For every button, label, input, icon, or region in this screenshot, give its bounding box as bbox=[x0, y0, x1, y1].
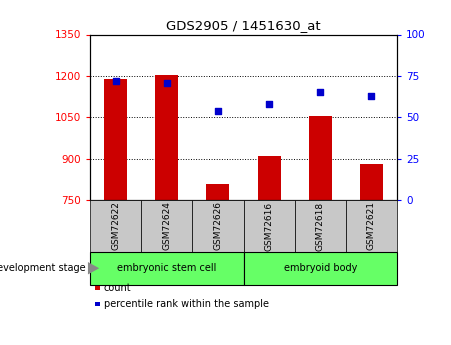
Point bbox=[163, 80, 170, 85]
Point bbox=[112, 78, 120, 83]
Point bbox=[214, 108, 221, 114]
Bar bbox=[104, 79, 127, 200]
Bar bbox=[308, 116, 331, 200]
Text: count: count bbox=[104, 283, 131, 293]
Point bbox=[266, 101, 273, 107]
Text: embryoid body: embryoid body bbox=[284, 263, 357, 273]
Bar bbox=[207, 184, 230, 200]
Text: embryonic stem cell: embryonic stem cell bbox=[117, 263, 216, 273]
Point bbox=[317, 90, 324, 95]
Point bbox=[368, 93, 375, 99]
Text: GSM72626: GSM72626 bbox=[213, 201, 222, 250]
Text: GSM72622: GSM72622 bbox=[111, 201, 120, 250]
Text: development stage: development stage bbox=[0, 263, 86, 273]
Text: percentile rank within the sample: percentile rank within the sample bbox=[104, 299, 269, 308]
Text: GSM72616: GSM72616 bbox=[265, 201, 274, 250]
Text: GSM72624: GSM72624 bbox=[162, 201, 171, 250]
Bar bbox=[155, 75, 178, 200]
Bar bbox=[258, 156, 281, 200]
Text: GSM72618: GSM72618 bbox=[316, 201, 325, 250]
Bar bbox=[360, 164, 383, 200]
Title: GDS2905 / 1451630_at: GDS2905 / 1451630_at bbox=[166, 19, 321, 32]
Text: GSM72621: GSM72621 bbox=[367, 201, 376, 250]
